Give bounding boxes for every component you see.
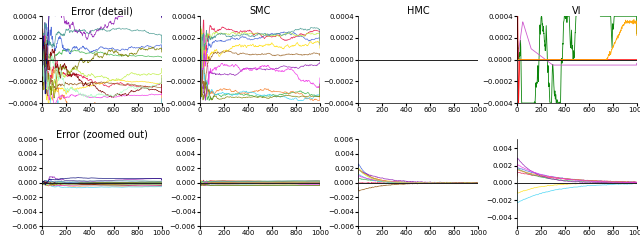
Title: Error (detail): Error (detail) (70, 6, 132, 16)
Title: HMC: HMC (407, 6, 429, 16)
Title: VI: VI (572, 6, 582, 16)
Title: Error (zoomed out): Error (zoomed out) (56, 130, 148, 140)
Title: SMC: SMC (250, 6, 271, 16)
